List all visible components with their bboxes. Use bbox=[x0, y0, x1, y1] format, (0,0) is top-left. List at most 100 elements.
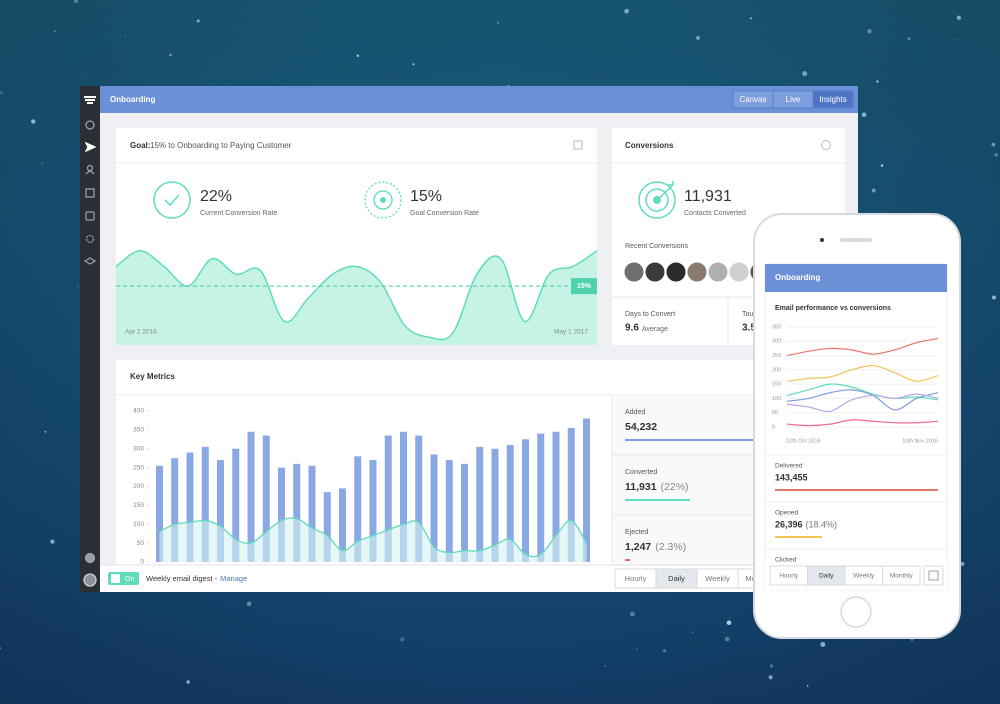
sparkle bbox=[726, 620, 732, 626]
avatar[interactable] bbox=[707, 261, 729, 283]
icon bbox=[85, 170, 95, 175]
phone-header bbox=[765, 264, 947, 292]
sparkle bbox=[876, 80, 879, 83]
stat-label: Contacts Converted bbox=[684, 210, 746, 217]
metric-value: 1,247 bbox=[625, 541, 651, 553]
metric-label: Opened bbox=[775, 510, 799, 517]
calendar-button[interactable] bbox=[923, 565, 944, 586]
sparkle bbox=[724, 636, 730, 642]
icon bbox=[83, 257, 97, 265]
avatar[interactable] bbox=[623, 261, 645, 283]
avatar[interactable] bbox=[644, 261, 666, 283]
goal-label: Goal: bbox=[130, 141, 150, 150]
y-tick-label: 400 bbox=[133, 408, 144, 415]
tab-button[interactable] bbox=[812, 90, 854, 109]
target-icon bbox=[645, 188, 669, 212]
logo bbox=[84, 96, 96, 104]
stat-value: 15% bbox=[410, 188, 442, 205]
sparkle bbox=[861, 112, 867, 118]
sparkle bbox=[768, 675, 773, 680]
sparkle bbox=[74, 0, 78, 3]
check-icon bbox=[153, 181, 191, 219]
sparkle bbox=[246, 601, 252, 607]
sparkle bbox=[400, 637, 405, 642]
avatar[interactable] bbox=[728, 261, 750, 283]
date-label: 10th Nov 2016 bbox=[902, 438, 938, 444]
sparkle bbox=[871, 188, 876, 193]
sparkle bbox=[960, 561, 965, 566]
y-tick-label: 100 bbox=[133, 521, 144, 528]
y-tick-label: 350 bbox=[133, 427, 144, 434]
bar bbox=[354, 456, 362, 562]
sidebar bbox=[80, 86, 100, 592]
sparkle bbox=[31, 119, 36, 124]
avatar[interactable] bbox=[83, 573, 97, 587]
sparkle bbox=[0, 647, 2, 650]
avatar[interactable] bbox=[686, 261, 708, 283]
phone-title: Onboarding bbox=[775, 273, 820, 282]
sparkle bbox=[956, 15, 962, 20]
sparkle bbox=[802, 71, 808, 77]
y-tick-label: 150 bbox=[772, 382, 781, 388]
icon bbox=[85, 188, 95, 198]
bar bbox=[445, 460, 453, 562]
toggle-label: On bbox=[125, 576, 134, 583]
settings-icon[interactable] bbox=[821, 140, 831, 150]
sparkle bbox=[54, 30, 56, 32]
digest-link[interactable]: Manage bbox=[220, 574, 247, 583]
bar bbox=[384, 435, 392, 562]
bar bbox=[415, 435, 423, 562]
sparkle bbox=[169, 53, 172, 57]
y-tick-label: 300 bbox=[133, 445, 144, 452]
bar bbox=[156, 465, 163, 562]
home-button[interactable] bbox=[840, 596, 872, 628]
stat-label: Current Conversion Rate bbox=[200, 210, 278, 217]
dashboard-window: Onboarding Canvas Live Insights Goal: 15% to … bbox=[80, 86, 858, 592]
range-button[interactable] bbox=[882, 565, 921, 586]
bar bbox=[217, 460, 224, 562]
sparkle bbox=[749, 17, 753, 20]
bar bbox=[552, 431, 560, 562]
sparkle bbox=[356, 54, 360, 58]
digest-label: Weekly email digest - bbox=[146, 574, 218, 583]
y-tick-label: 100 bbox=[772, 396, 781, 402]
top-bar bbox=[100, 86, 858, 113]
help-icon[interactable] bbox=[84, 552, 96, 564]
bar bbox=[308, 465, 316, 562]
bar bbox=[476, 446, 484, 562]
edit-icon[interactable] bbox=[573, 140, 583, 150]
y-tick-label: 50 bbox=[137, 540, 145, 547]
goal-line bbox=[115, 250, 598, 341]
camera bbox=[820, 238, 824, 242]
metric-pct: (2.3%) bbox=[655, 541, 686, 553]
goal-panel bbox=[116, 128, 597, 345]
bar bbox=[400, 431, 407, 562]
sparkle bbox=[79, 75, 81, 77]
goal-text: 15% to Onboarding to Paying Customer bbox=[150, 141, 292, 150]
metric-value: 54,232 bbox=[625, 421, 657, 433]
stat-value: 22% bbox=[200, 188, 232, 205]
sparkle bbox=[636, 648, 638, 650]
metric-pct: (18.4%) bbox=[806, 519, 838, 529]
bar bbox=[567, 427, 575, 562]
stat-value: 11,931 bbox=[684, 188, 732, 205]
sparkle bbox=[0, 91, 3, 95]
y-tick-label: 200 bbox=[133, 483, 144, 490]
avatar[interactable] bbox=[665, 261, 687, 283]
bar bbox=[537, 433, 545, 562]
sparkle bbox=[954, 39, 956, 41]
metric-value: 9.6 bbox=[625, 323, 639, 334]
bar bbox=[369, 460, 377, 562]
sparkle bbox=[624, 8, 629, 14]
sparkle bbox=[994, 152, 999, 157]
range-label: Weekly bbox=[853, 573, 875, 580]
metric-label: Days to Convert bbox=[625, 311, 675, 318]
panel-title: Conversions bbox=[625, 141, 674, 150]
bar bbox=[430, 454, 438, 562]
goal-icon bbox=[364, 181, 402, 219]
series-line bbox=[786, 383, 939, 401]
sparkle bbox=[412, 63, 415, 66]
y-tick-label: 50 bbox=[772, 410, 778, 416]
